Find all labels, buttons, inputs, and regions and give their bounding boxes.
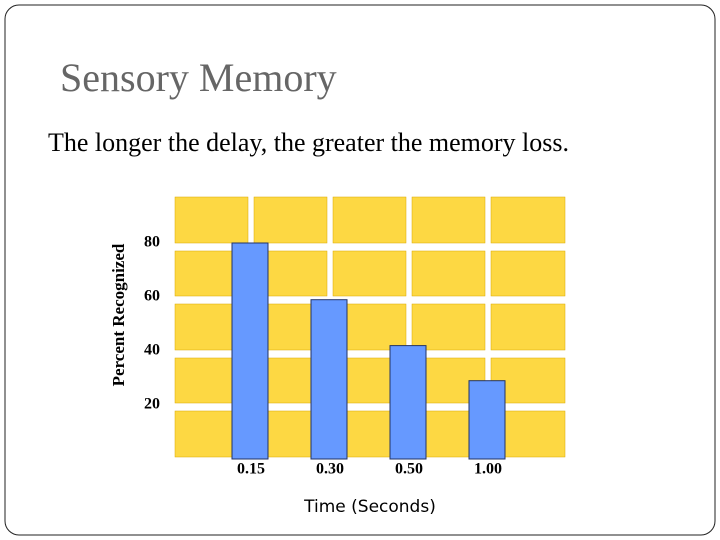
y-tick-label: 60 (144, 288, 160, 305)
y-axis-label: Percent Recognized (109, 243, 128, 386)
tile (490, 196, 566, 244)
chart-title: Sensory Memory (60, 55, 337, 100)
bar (231, 242, 269, 460)
y-tick-label: 40 (144, 342, 160, 359)
y-tick-label: 20 (144, 396, 160, 413)
y-tick-label: 80 (144, 234, 160, 251)
bar (389, 345, 427, 460)
tile (490, 250, 566, 297)
x-tick-label: 0.30 (316, 461, 344, 478)
x-tick-label: 1.00 (474, 461, 502, 478)
x-tick-label: 0.50 (395, 461, 423, 478)
tile (253, 196, 328, 244)
x-tick-label: 0.15 (237, 461, 265, 478)
tile (411, 196, 486, 244)
bar (310, 299, 348, 460)
tile (174, 196, 249, 244)
tile (490, 303, 566, 351)
tile (411, 250, 486, 297)
bar (468, 380, 506, 460)
chart-subtitle: The longer the delay, the greater the me… (48, 128, 569, 157)
tile (332, 250, 407, 297)
x-axis-label: Time (Seconds) (303, 497, 436, 517)
tile (411, 303, 486, 351)
tile (332, 196, 407, 244)
